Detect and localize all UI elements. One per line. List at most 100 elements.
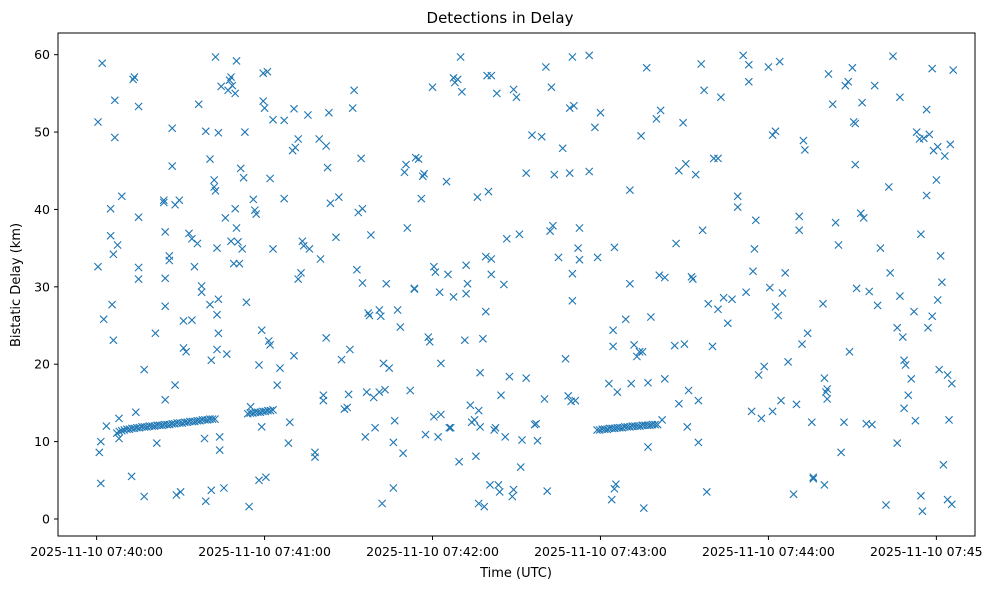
data-point bbox=[420, 169, 429, 178]
data-point bbox=[449, 73, 458, 82]
data-point bbox=[565, 104, 574, 113]
data-point bbox=[476, 422, 485, 431]
data-point bbox=[895, 93, 904, 102]
data-point bbox=[509, 85, 518, 94]
data-point bbox=[882, 501, 890, 509]
data-point bbox=[924, 323, 932, 332]
x-tick-label: 2025-11-10 07:43:00 bbox=[534, 544, 667, 559]
data-point bbox=[334, 193, 343, 202]
data-point bbox=[907, 374, 916, 383]
data-point bbox=[754, 371, 763, 379]
data-point bbox=[96, 479, 105, 488]
data-point bbox=[704, 299, 713, 308]
data-point bbox=[400, 168, 409, 177]
y-tick-label: 0 bbox=[42, 511, 50, 526]
data-point bbox=[928, 312, 937, 321]
data-point bbox=[211, 415, 219, 424]
data-point bbox=[358, 279, 367, 287]
data-point bbox=[379, 359, 388, 368]
data-point bbox=[343, 403, 352, 412]
data-point bbox=[937, 278, 946, 287]
data-point bbox=[487, 270, 496, 279]
data-point bbox=[207, 356, 216, 365]
data-point bbox=[389, 484, 398, 492]
data-point bbox=[834, 241, 843, 249]
data-point bbox=[798, 340, 806, 349]
data-point bbox=[568, 53, 577, 61]
data-point bbox=[516, 463, 525, 472]
data-point bbox=[474, 499, 483, 508]
data-point bbox=[140, 365, 149, 374]
data-point bbox=[635, 347, 644, 356]
data-point bbox=[918, 507, 927, 516]
data-point bbox=[431, 268, 440, 277]
data-point bbox=[714, 305, 722, 314]
data-point bbox=[213, 345, 221, 354]
data-point bbox=[208, 415, 217, 424]
y-tick-label: 50 bbox=[34, 125, 50, 140]
data-point bbox=[344, 390, 353, 399]
data-point bbox=[655, 271, 664, 280]
x-axis-label: Time (UTC) bbox=[479, 566, 552, 581]
data-point bbox=[518, 436, 526, 444]
data-point bbox=[403, 224, 412, 232]
data-point bbox=[323, 163, 332, 172]
data-point bbox=[910, 307, 918, 316]
data-point bbox=[733, 192, 742, 201]
data-point bbox=[297, 268, 305, 277]
data-point bbox=[679, 118, 688, 127]
data-point bbox=[129, 75, 138, 84]
data-point bbox=[175, 196, 184, 205]
data-point bbox=[912, 128, 921, 137]
data-point bbox=[569, 101, 578, 110]
data-point bbox=[697, 60, 706, 68]
data-point bbox=[876, 244, 885, 253]
data-point bbox=[744, 60, 753, 69]
data-point bbox=[637, 131, 646, 140]
data-point bbox=[161, 395, 170, 404]
data-point bbox=[269, 115, 277, 124]
data-point bbox=[674, 166, 683, 175]
data-point bbox=[723, 319, 732, 328]
data-point bbox=[242, 298, 251, 307]
data-point bbox=[322, 333, 331, 342]
data-point bbox=[257, 422, 266, 431]
data-point bbox=[130, 73, 139, 82]
data-point bbox=[127, 472, 136, 481]
data-point bbox=[613, 388, 622, 397]
data-point bbox=[176, 487, 185, 496]
data-point bbox=[868, 420, 876, 429]
data-point bbox=[728, 295, 736, 304]
data-point bbox=[742, 288, 751, 297]
x-tick-label: 2025-11-10 07:41:00 bbox=[198, 544, 331, 559]
y-tick-label: 30 bbox=[34, 279, 50, 294]
data-point bbox=[851, 119, 860, 128]
data-point bbox=[630, 340, 639, 349]
data-point bbox=[294, 135, 303, 143]
data-point bbox=[574, 244, 583, 253]
data-point bbox=[778, 289, 787, 297]
data-point bbox=[610, 484, 619, 493]
data-point bbox=[319, 391, 328, 400]
data-point bbox=[694, 396, 703, 405]
data-point bbox=[98, 59, 107, 68]
data-point bbox=[771, 127, 780, 136]
data-point bbox=[714, 154, 722, 163]
data-point bbox=[352, 265, 361, 274]
data-point bbox=[140, 492, 149, 501]
x-tick-label: 2025-11-10 07:40:00 bbox=[30, 544, 163, 559]
data-point bbox=[494, 480, 503, 489]
data-point bbox=[421, 430, 430, 439]
data-point bbox=[249, 195, 258, 204]
data-point bbox=[522, 169, 531, 178]
data-point bbox=[943, 371, 952, 379]
data-point bbox=[873, 301, 882, 310]
data-point bbox=[134, 213, 143, 222]
data-point bbox=[151, 329, 160, 338]
data-point bbox=[501, 432, 510, 441]
data-point bbox=[201, 127, 210, 136]
data-point bbox=[436, 410, 445, 419]
data-point bbox=[940, 152, 949, 160]
data-point bbox=[152, 439, 161, 448]
data-point bbox=[481, 307, 490, 316]
